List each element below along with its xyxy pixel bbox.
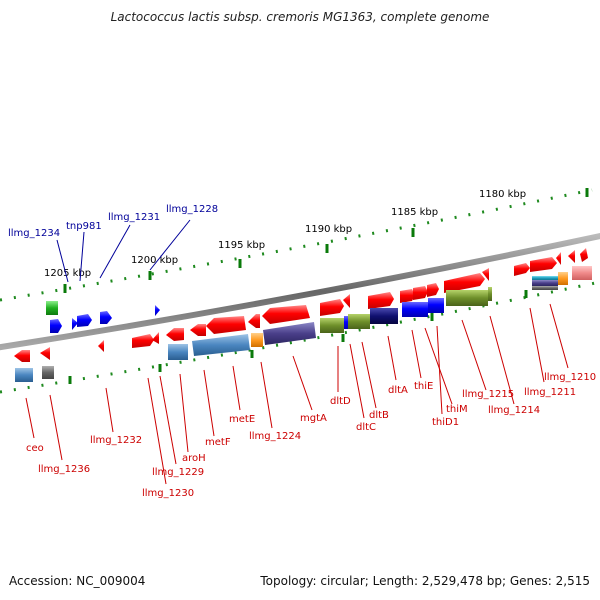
gene-label[interactable]: llmg_1215 — [462, 389, 514, 400]
gene-arrow[interactable] — [343, 294, 350, 308]
gene-feature[interactable] — [344, 316, 348, 329]
gene-label[interactable]: metF — [205, 437, 231, 448]
bottom-gene-labels: ceo llmg_1236 llmg_1232 llmg_1229 llmg_1… — [26, 372, 596, 499]
gene-label[interactable]: llmg_1210 — [544, 372, 596, 383]
gene-arrow[interactable] — [262, 305, 310, 324]
gene-feature[interactable] — [320, 318, 344, 333]
scale-label: 1205 kbp — [44, 268, 91, 279]
gene-label[interactable]: llmg_1230 — [142, 488, 194, 499]
gene-arrow[interactable] — [413, 286, 428, 300]
gene-label[interactable]: tnp981 — [66, 221, 102, 232]
gene-label[interactable]: thiM — [446, 404, 468, 415]
gene-feature[interactable] — [532, 286, 558, 290]
gene-arrow[interactable] — [482, 268, 489, 281]
gene-arrow[interactable] — [152, 332, 159, 344]
scale-arc-outer — [0, 188, 593, 302]
gene-arrow[interactable] — [320, 299, 344, 316]
scale-label: 1190 kbp — [305, 224, 352, 235]
genome-backbone — [0, 232, 600, 351]
gene-label[interactable]: thiE — [414, 381, 433, 392]
gene-feature[interactable] — [532, 276, 558, 280]
gene-feature[interactable] — [572, 266, 592, 280]
gene-arrow[interactable] — [14, 350, 30, 362]
scale-label: 1195 kbp — [218, 240, 265, 251]
gene-arrow-tnp[interactable] — [77, 314, 92, 327]
gene-feature[interactable] — [251, 333, 263, 347]
gene-label[interactable]: llmg_1231 — [108, 212, 160, 223]
gene-feature[interactable] — [46, 301, 58, 315]
gene-label[interactable]: llmg_1236 — [38, 464, 90, 475]
gene-arrow[interactable] — [40, 347, 50, 360]
bottom-label-lines — [25, 303, 569, 485]
gene-feature[interactable] — [348, 314, 370, 329]
scale-label: 1180 kbp — [479, 189, 526, 200]
gene-feature[interactable] — [42, 366, 54, 379]
gene-feature[interactable] — [15, 368, 33, 382]
gene-arrow[interactable] — [444, 273, 485, 293]
inner-gene-track — [14, 305, 316, 382]
gene-label[interactable]: llmg_1229 — [152, 467, 204, 478]
gene-arrow-tnp[interactable] — [100, 311, 112, 324]
gene-arrow[interactable] — [568, 250, 575, 263]
gene-label[interactable]: dltA — [388, 385, 408, 396]
gene-label[interactable]: llmg_1234 — [8, 228, 60, 239]
topology-text: Topology: circular; Length: 2,529,478 bp… — [260, 574, 590, 588]
gene-feature[interactable] — [488, 287, 492, 301]
gene-arrow-tnp[interactable] — [155, 305, 160, 316]
scale-arc-inner — [0, 280, 600, 394]
gene-label[interactable]: aroH — [182, 453, 206, 464]
gene-arrow[interactable] — [530, 257, 557, 272]
gene-label[interactable]: dltD — [330, 396, 351, 407]
gene-arrow[interactable] — [580, 248, 588, 262]
scale-label: 1185 kbp — [391, 207, 438, 218]
scale-label: 1200 kbp — [131, 255, 178, 266]
gene-arrow[interactable] — [248, 314, 260, 328]
gene-feature[interactable] — [168, 344, 188, 360]
gene-arrow[interactable] — [166, 328, 184, 341]
gene-feature[interactable] — [446, 290, 488, 306]
gene-arrow[interactable] — [514, 263, 530, 276]
outer-gene-track — [46, 248, 592, 333]
gene-feature[interactable] — [532, 280, 558, 286]
gene-arrow[interactable] — [132, 334, 154, 348]
gene-label[interactable]: llmg_1214 — [488, 405, 540, 416]
gene-arrow[interactable] — [400, 289, 415, 303]
scale-labels: 1180 kbp 1185 kbp 1190 kbp 1195 kbp 1200… — [44, 189, 526, 279]
gene-label[interactable]: thiD1 — [432, 417, 459, 428]
gene-arrow[interactable] — [206, 316, 246, 334]
gene-arrow[interactable] — [427, 283, 439, 297]
map-title: Lactococcus lactis subsp. cremoris MG136… — [110, 10, 490, 24]
gene-feature[interactable] — [192, 334, 250, 356]
gene-arrow-tnp[interactable] — [72, 318, 78, 330]
top-gene-labels: llmg_1234 tnp981 llmg_1231 llmg_1228 — [8, 204, 218, 239]
gene-arrow[interactable] — [190, 324, 206, 336]
gene-label[interactable]: llmg_1232 — [90, 435, 142, 446]
gene-feature[interactable] — [402, 302, 428, 317]
gene-label[interactable]: dltB — [369, 410, 389, 421]
gene-arrow-tnp[interactable] — [50, 319, 62, 333]
gene-label[interactable]: llmg_1224 — [249, 431, 301, 442]
gene-label[interactable]: ceo — [26, 443, 44, 454]
gene-feature[interactable] — [370, 308, 398, 324]
gene-label[interactable]: llmg_1228 — [166, 204, 218, 215]
gene-label[interactable]: llmg_1211 — [524, 387, 576, 398]
gene-feature[interactable] — [263, 322, 316, 345]
gene-label[interactable]: mgtA — [300, 413, 327, 424]
gene-arrow[interactable] — [556, 252, 561, 265]
gene-arrow[interactable] — [98, 340, 104, 352]
gene-feature[interactable] — [558, 272, 568, 285]
gene-arrow[interactable] — [368, 292, 394, 309]
scale-major-ticks — [63, 188, 589, 384]
top-label-lines — [56, 219, 191, 283]
gene-label[interactable]: metE — [229, 414, 255, 425]
gene-feature[interactable] — [428, 298, 444, 313]
gene-label[interactable]: dltC — [356, 422, 376, 433]
accession-text: Accession: NC_009004 — [9, 574, 146, 588]
